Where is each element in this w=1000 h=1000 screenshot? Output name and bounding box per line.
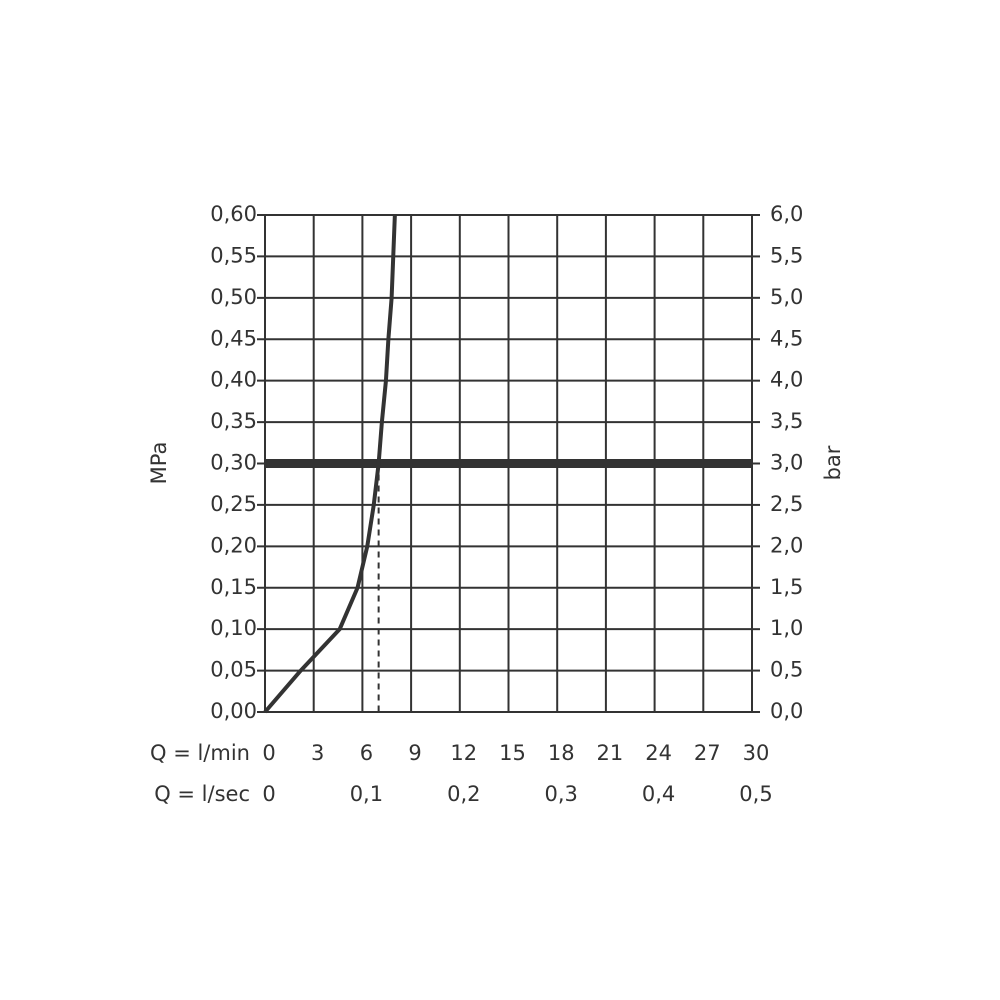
x-tick-label: 30 [743, 741, 770, 765]
x2-axis-label: Q = l/sec [154, 782, 250, 806]
y-tick-label: 0,20 [210, 533, 257, 557]
x-axis-label: Q = l/min [150, 741, 250, 765]
y-tick-label: 0,60 [210, 202, 257, 226]
y-axis-label: MPa [147, 442, 171, 485]
y-tick-label: 0,25 [210, 492, 257, 516]
y2-tick-label: 0,5 [770, 658, 803, 682]
y-tick-label: 0,15 [210, 575, 257, 599]
x2-tick-label: 0,4 [642, 782, 675, 806]
x-tick-label: 18 [548, 741, 575, 765]
y-tick-label: 0,00 [210, 699, 257, 723]
y2-tick-label: 3,5 [770, 409, 803, 433]
x-tick-label: 3 [311, 741, 324, 765]
x-tick-label: 6 [360, 741, 373, 765]
x2-tick-label: 0 [262, 782, 275, 806]
y2-tick-label: 6,0 [770, 202, 803, 226]
x-tick-label: 15 [499, 741, 526, 765]
y-tick-label: 0,30 [210, 451, 257, 475]
y-tick-label: 0,50 [210, 285, 257, 309]
y2-tick-label: 5,0 [770, 285, 803, 309]
y2-tick-label: 5,5 [770, 243, 803, 267]
x-tick-label: 24 [645, 741, 672, 765]
y2-tick-label: 2,0 [770, 533, 803, 557]
y2-tick-label: 4,0 [770, 368, 803, 392]
x-tick-label: 21 [597, 741, 624, 765]
y-tick-label: 0,35 [210, 409, 257, 433]
y-tick-label: 0,55 [210, 243, 257, 267]
curve [263, 214, 397, 714]
y2-tick-label: 2,5 [770, 492, 803, 516]
y2-tick-label: 4,5 [770, 326, 803, 350]
x2-tick-label: 0,5 [739, 782, 772, 806]
x2-tick-label: 0,3 [544, 782, 577, 806]
y2-tick-label: 3,0 [770, 451, 803, 475]
y2-tick-label: 1,5 [770, 575, 803, 599]
y2-axis-label: bar [821, 445, 845, 480]
y-tick-label: 0,10 [210, 616, 257, 640]
x-tick-label: 12 [450, 741, 477, 765]
y2-tick-label: 0,0 [770, 699, 803, 723]
y-tick-label: 0,45 [210, 326, 257, 350]
y-tick-label: 0,05 [210, 658, 257, 682]
x-tick-label: 9 [408, 741, 421, 765]
x2-tick-label: 0,1 [350, 782, 383, 806]
x-tick-label: 27 [694, 741, 721, 765]
x2-tick-label: 0,2 [447, 782, 480, 806]
y-tick-label: 0,40 [210, 368, 257, 392]
x-tick-label: 0 [262, 741, 275, 765]
y2-tick-label: 1,0 [770, 616, 803, 640]
